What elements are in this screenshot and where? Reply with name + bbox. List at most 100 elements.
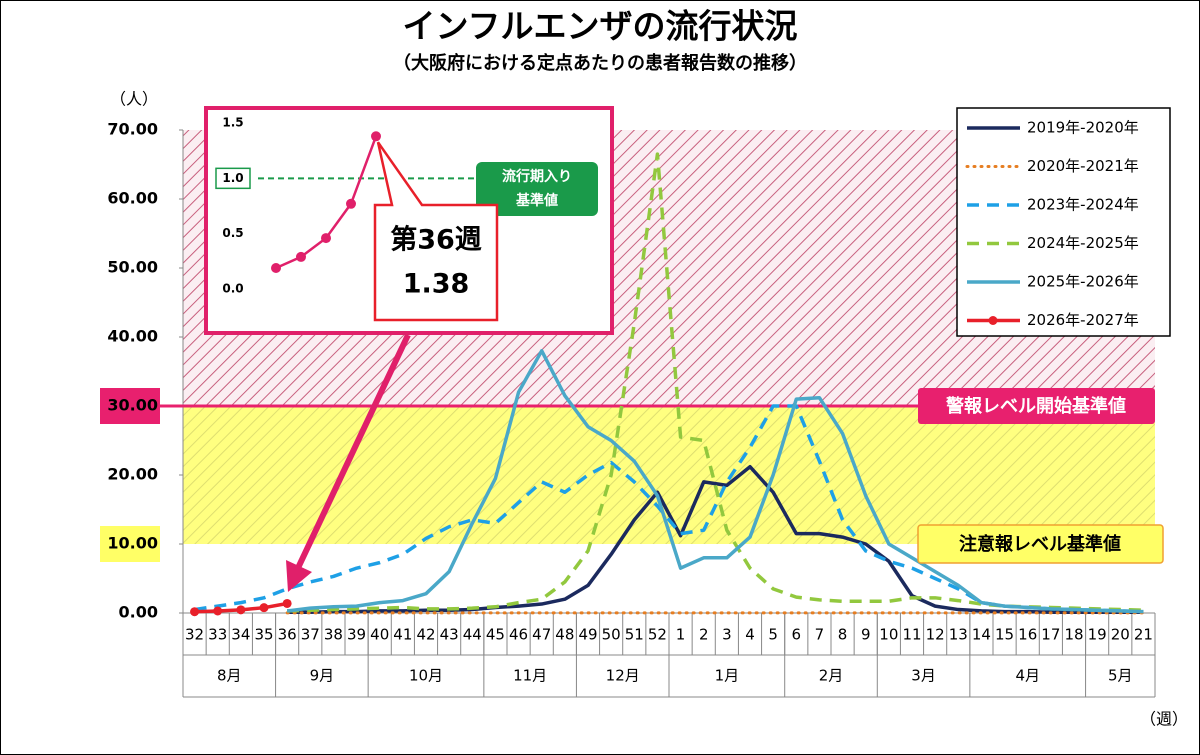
- x-tick-label: 37: [301, 626, 320, 644]
- x-tick-label: 7: [815, 626, 825, 644]
- x-tick-label: 47: [532, 626, 551, 644]
- legend-label: 2019年-2020年: [1027, 119, 1139, 137]
- x-tick-label: 51: [625, 626, 644, 644]
- month-label: 8月: [217, 667, 242, 685]
- x-tick-label: 18: [1064, 626, 1083, 644]
- callout-week: 第36週: [390, 224, 482, 256]
- month-label: 12月: [606, 667, 640, 685]
- month-label: 9月: [310, 667, 335, 685]
- x-tick-label: 38: [324, 626, 343, 644]
- series-marker: [190, 607, 200, 617]
- inset-y-tick-label: 1.0: [222, 171, 243, 185]
- pointer-arrow: [286, 333, 411, 592]
- x-tick-label: 34: [231, 626, 250, 644]
- x-tick-label: 49: [578, 626, 597, 644]
- y-tick-label: 0.00: [119, 603, 158, 622]
- month-label: 2月: [819, 667, 844, 685]
- series-marker: [236, 605, 246, 615]
- x-axis-label: （週）: [1140, 710, 1188, 729]
- y-tick-label: 60.00: [107, 189, 158, 208]
- inset-tick-box: [215, 167, 251, 190]
- x-tick-label: 48: [555, 626, 574, 644]
- x-tick-label: 46: [509, 626, 528, 644]
- x-tick-label: 43: [440, 626, 459, 644]
- inset-marker: [321, 233, 331, 244]
- callout-value: 1.38: [403, 269, 470, 300]
- x-tick-label: 35: [254, 626, 273, 644]
- x-tick-label: 16: [1018, 626, 1037, 644]
- arrow-shaft: [295, 333, 411, 570]
- inset-y-tick-label: 1.5: [222, 116, 243, 130]
- y-tick-label: 40.00: [107, 327, 158, 346]
- x-tick-label: 42: [416, 626, 435, 644]
- legend-marker: [988, 316, 998, 325]
- legend-label: 2020年-2021年: [1027, 157, 1139, 175]
- x-tick-label: 32: [185, 626, 204, 644]
- inset-y-tick-label: 0.0: [222, 282, 243, 296]
- x-tick-label: 14: [972, 626, 991, 644]
- x-tick-label: 33: [208, 626, 227, 644]
- x-tick-label: 5: [768, 626, 778, 644]
- y-axis-label: （人）: [110, 90, 158, 109]
- y-tick-label: 30.00: [107, 396, 158, 415]
- x-tick-label: 15: [995, 626, 1014, 644]
- y-tick-label: 50.00: [107, 258, 158, 277]
- series-marker: [282, 598, 292, 608]
- x-tick-label: 17: [1041, 626, 1060, 644]
- x-tick-label: 36: [278, 626, 297, 644]
- y-tick-label: 20.00: [107, 465, 158, 484]
- x-tick-label: 20: [1111, 626, 1130, 644]
- series-marker: [259, 603, 269, 613]
- threshold-label-box: [918, 388, 1155, 424]
- x-tick-label: 1: [676, 626, 686, 644]
- x-tick-label: 12: [926, 626, 945, 644]
- legend-label: 2024年-2025年: [1027, 234, 1139, 252]
- month-label: 10月: [409, 667, 443, 685]
- callout-box: [373, 141, 499, 322]
- legend-box: [956, 107, 1171, 337]
- legend-label: 2026年-2027年: [1027, 311, 1139, 329]
- inset-threshold-box: [476, 162, 598, 216]
- x-tick-label: 3: [722, 626, 732, 644]
- x-tick-label: 45: [486, 626, 505, 644]
- series-line: [286, 349, 1144, 614]
- series-marker: [213, 606, 223, 616]
- inset-marker: [296, 251, 306, 262]
- x-tick-label: 44: [463, 626, 482, 644]
- x-tick-label: 50: [602, 626, 621, 644]
- legend-label: 2025年-2026年: [1027, 273, 1139, 291]
- x-tick-label: 52: [648, 626, 667, 644]
- tick-highlight: [100, 388, 160, 424]
- month-label: 3月: [911, 667, 936, 685]
- x-tick-label: 21: [1134, 626, 1153, 644]
- inset-marker: [346, 198, 356, 209]
- legend: 2019年-2020年 2020年-2021年 2023年-2024年 2024年-2…: [956, 107, 1171, 337]
- inset-threshold-label: 基準値: [516, 192, 558, 209]
- x-tick-label: 13: [949, 626, 968, 644]
- month-label: 4月: [1015, 667, 1040, 685]
- inset-y-tick-label: 0.5: [222, 226, 243, 240]
- x-tick-label: 19: [1088, 626, 1107, 644]
- y-tick-label: 70.00: [107, 120, 158, 139]
- x-tick-label: 8: [838, 626, 848, 644]
- x-tick-label: 10: [879, 626, 898, 644]
- threshold-label-box: [917, 524, 1164, 564]
- threshold-label: 警報レベル開始基準値: [946, 395, 1126, 417]
- inset-marker: [271, 262, 281, 273]
- x-tick-label: 6: [792, 626, 802, 644]
- month-label: 11月: [513, 667, 547, 685]
- x-tick-label: 40: [370, 626, 389, 644]
- threshold-band: [183, 406, 1155, 544]
- y-tick-label: 10.00: [107, 534, 158, 553]
- x-tick-label: 9: [861, 626, 871, 644]
- x-tick-label: 4: [745, 626, 755, 644]
- chart-subtitle: （大阪府における定点あたりの患者報告数の推移）: [393, 52, 807, 74]
- legend-label: 2023年-2024年: [1027, 196, 1139, 214]
- month-label: 5月: [1108, 667, 1133, 685]
- x-tick-label: 2: [699, 626, 709, 644]
- chart-title: インフルエンザの流行状況: [402, 7, 797, 46]
- tick-highlight: [100, 526, 160, 562]
